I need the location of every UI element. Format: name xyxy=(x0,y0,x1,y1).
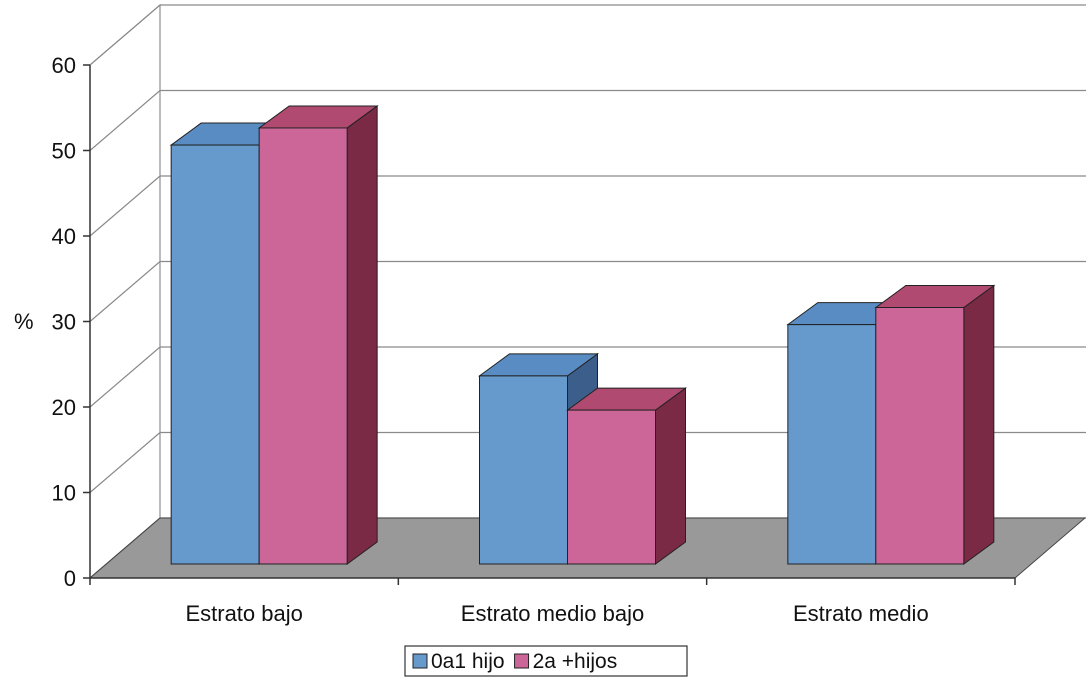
gridline xyxy=(89,175,1086,237)
x-category-label: Estrato medio bajo xyxy=(461,601,644,626)
legend: 0a1 hijo 2a +hijos xyxy=(404,645,688,677)
x-category-label: Estrato bajo xyxy=(185,601,302,626)
y-axis: 0 10 20 30 40 50 60 xyxy=(52,53,91,591)
bar-front xyxy=(567,409,656,565)
gridline xyxy=(89,89,1086,151)
bar-side xyxy=(963,284,995,565)
bar-front xyxy=(170,144,260,565)
bar-front xyxy=(479,375,568,565)
y-tick-label: 10 xyxy=(52,481,76,506)
legend-swatch xyxy=(412,653,428,669)
bars xyxy=(169,104,996,565)
bar-side xyxy=(655,387,686,565)
legend-box xyxy=(404,645,688,677)
y-axis-title: % xyxy=(14,309,34,334)
bar xyxy=(257,104,379,565)
bar-front xyxy=(787,324,877,565)
bar-front xyxy=(875,307,965,565)
bar xyxy=(565,387,688,565)
y-tick-label: 20 xyxy=(52,395,76,420)
x-category-label: Estrato medio xyxy=(793,601,929,626)
legend-entry-label: 0a1 hijo xyxy=(431,650,505,673)
bar xyxy=(874,284,996,565)
bar-front xyxy=(258,127,348,565)
y-tick-label: 30 xyxy=(52,310,76,335)
y-tick-label: 0 xyxy=(64,566,76,591)
bar-side xyxy=(346,104,378,565)
gridline xyxy=(89,260,1086,322)
legend-entry-label: 2a +hijos xyxy=(533,650,618,673)
x-axis: Estrato bajo Estrato medio bajo Estrato me… xyxy=(89,577,1016,626)
y-tick-label: 60 xyxy=(52,53,76,78)
y-tick-label: 50 xyxy=(52,139,76,164)
y-tick-label: 40 xyxy=(52,224,76,249)
legend-swatch xyxy=(514,653,530,669)
gridline xyxy=(89,4,1086,66)
